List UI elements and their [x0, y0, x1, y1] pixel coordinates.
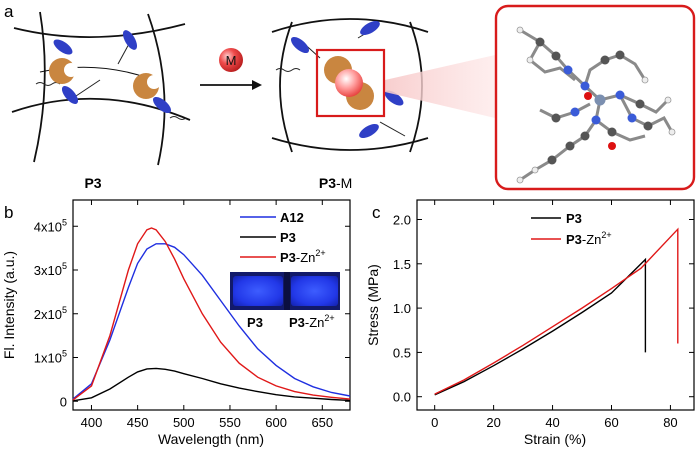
y-tick-label: 3x105 — [34, 261, 67, 278]
y-tick-label: 1.5 — [393, 257, 411, 272]
y-tick-label: 0.5 — [393, 345, 411, 360]
y-tick-label: 4x105 — [34, 217, 67, 234]
linker-ellipse — [152, 96, 172, 114]
x-tick-label: 60 — [604, 415, 618, 430]
legend-label-a12: A12 — [280, 210, 304, 225]
y-tick-label: 0.0 — [393, 390, 411, 405]
y-tick-label: 1x105 — [34, 349, 67, 366]
legend-label-p3: P3 — [566, 211, 582, 226]
panel-label-a: a — [4, 2, 14, 21]
reaction-arrow — [200, 80, 262, 90]
projection-beam — [385, 55, 495, 118]
metal-label: M — [226, 53, 237, 68]
chart-c-legend: P3 P3-Zn2+ — [531, 211, 612, 247]
y-tick-label: 2.0 — [393, 212, 411, 227]
linker-ellipse — [123, 30, 137, 50]
x-tick-label: 40 — [545, 415, 559, 430]
crystal-atoms — [516, 26, 676, 184]
chart-c-series — [434, 227, 679, 396]
chart-b-frame — [72, 199, 351, 411]
x-tick-label: 500 — [173, 415, 195, 430]
caption-p3m-base: P3 — [319, 175, 336, 191]
network-left — [11, 11, 191, 166]
chart-b-x-axis: 400 450 500 550 600 650 — [81, 200, 333, 430]
fluorescence-photo-inset — [230, 272, 340, 310]
x-tick-label: 80 — [663, 415, 677, 430]
crystal-structure-box — [494, 4, 696, 191]
x-tick-label: 650 — [311, 415, 333, 430]
legend-label-p3: P3 — [280, 230, 296, 245]
chart-c-ylabel: Stress (MPa) — [365, 264, 381, 346]
linker-ellipse — [61, 85, 79, 105]
caption-p3: P3 — [84, 175, 101, 191]
panel-label-c: c — [372, 203, 381, 222]
linker-ellipse — [53, 39, 73, 55]
linker-ellipse — [290, 36, 310, 54]
y-tick-label: 2x105 — [34, 305, 67, 322]
chart-b-xlabel: Wavelength (nm) — [158, 431, 264, 447]
x-tick-label: 450 — [127, 415, 149, 430]
x-tick-label: 20 — [486, 415, 500, 430]
highlight-box — [315, 48, 386, 118]
chart-c-frame — [416, 199, 695, 411]
series-line-p3-zn2 — [72, 227, 351, 401]
chart-b-series — [72, 227, 351, 402]
chart-b-legend: A12 P3 P3-Zn2+ — [240, 210, 326, 265]
series-line-p3-zn2 — [434, 227, 679, 395]
legend-label-p3zn: P3-Zn2+ — [566, 230, 612, 247]
legend-label-p3zn: P3-Zn2+ — [280, 248, 326, 265]
inset-label-p3: P3 — [247, 315, 263, 330]
chart-b-y-axis: 0 1x105 2x105 3x105 4x105 — [34, 217, 350, 409]
crescent-ligand — [133, 73, 161, 99]
caption-p3m-suffix: -M — [336, 175, 352, 191]
x-tick-label: 600 — [265, 415, 287, 430]
y-tick-label: 1.0 — [393, 301, 411, 316]
crescent-ligand — [49, 58, 78, 84]
y-tick-label: 0 — [60, 394, 67, 409]
x-tick-label: 400 — [81, 415, 103, 430]
series-line-a12 — [72, 243, 351, 400]
chart-b-ylabel: Fl. Intensity (a.u.) — [1, 251, 17, 359]
x-tick-label: 0 — [431, 415, 438, 430]
series-line-p3 — [434, 257, 647, 396]
inset-label-p3zn: P3-Zn2+ — [289, 313, 335, 330]
metal-ion-badge: M — [219, 48, 243, 72]
linker-ellipse — [360, 21, 380, 35]
chart-c-x-axis: 0 20 40 60 80 — [431, 200, 678, 430]
linker-ellipse — [384, 90, 404, 106]
metal-complex — [324, 56, 374, 110]
panel-label-b: b — [4, 203, 13, 222]
x-tick-label: 550 — [219, 415, 241, 430]
chart-c-y-axis: 0.0 0.5 1.0 1.5 2.0 — [393, 212, 694, 405]
linker-ellipse — [359, 124, 379, 138]
series-line-p3 — [72, 367, 351, 402]
chart-c-xlabel: Strain (%) — [524, 431, 586, 447]
